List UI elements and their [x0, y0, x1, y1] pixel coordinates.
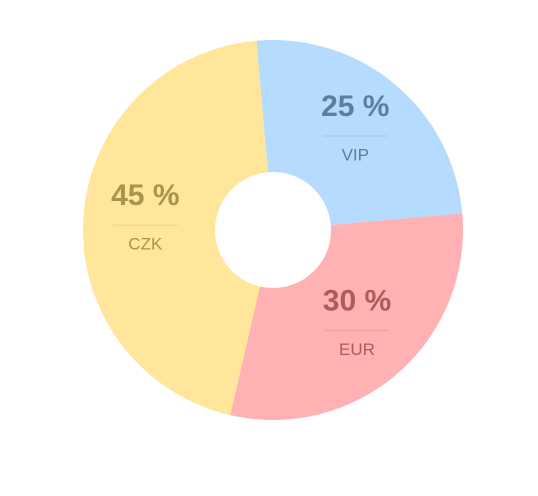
slice-value-label: 45 % — [111, 179, 179, 212]
donut-slice — [256, 40, 463, 225]
slice-category-label: EUR — [339, 340, 375, 359]
slice-value-label: 25 % — [321, 90, 389, 123]
donut-slice — [82, 40, 268, 416]
slice-category-label: CZK — [128, 235, 163, 254]
slice-category-label: VIP — [342, 145, 369, 164]
slice-value-label: 30 % — [323, 285, 391, 318]
donut-slice — [230, 213, 463, 420]
